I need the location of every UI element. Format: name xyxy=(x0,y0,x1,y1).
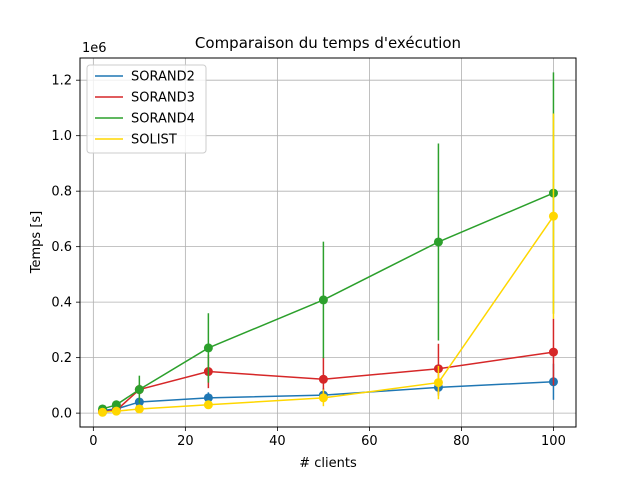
data-point xyxy=(548,347,558,357)
data-point xyxy=(203,343,213,353)
x-tick-label: 60 xyxy=(361,434,378,449)
data-point xyxy=(98,407,108,417)
data-point xyxy=(433,237,443,247)
y-tick-label: 0.6 xyxy=(51,240,72,255)
series-line xyxy=(102,192,554,410)
series-sorand3 xyxy=(98,318,558,417)
data-point xyxy=(548,211,558,221)
series-line xyxy=(102,215,555,414)
x-tick-label: 100 xyxy=(541,434,566,449)
data-point xyxy=(318,295,328,305)
data-point xyxy=(318,393,328,403)
y-offset-label: 1e6 xyxy=(82,41,107,56)
series-solist xyxy=(98,113,558,417)
chart-title: Comparaison du temps d'exécution xyxy=(195,34,461,52)
legend-label: SOLIST xyxy=(131,133,177,148)
y-tick-label: 1.2 xyxy=(51,74,72,89)
legend-label: SORAND2 xyxy=(131,70,195,85)
x-tick-label: 40 xyxy=(269,434,286,449)
data-point xyxy=(318,374,328,384)
data-point xyxy=(111,400,121,410)
y-tick-label: 1.0 xyxy=(51,129,72,144)
legend-label: SORAND3 xyxy=(131,91,195,106)
x-tick-label: 80 xyxy=(453,434,470,449)
series-line xyxy=(102,351,554,413)
data-point xyxy=(111,406,121,416)
y-axis-label: Temps [s] xyxy=(29,211,44,274)
data-point xyxy=(134,385,144,395)
x-tick-label: 20 xyxy=(177,434,194,449)
data-point xyxy=(203,393,213,403)
data-point xyxy=(134,404,144,414)
plot-frame xyxy=(79,57,577,428)
x-ticks: 0 20 40 60 80 100 xyxy=(89,427,566,449)
y-tick-label: 0.2 xyxy=(51,351,72,366)
legend-box xyxy=(86,64,207,154)
data-point xyxy=(203,400,213,410)
y-tick-label: 0.4 xyxy=(51,296,72,311)
legend: SORAND2 SORAND3 SORAND4 SOLIST xyxy=(86,64,207,154)
series-line xyxy=(102,381,554,412)
series-layer xyxy=(98,72,558,417)
x-axis-label: # clients xyxy=(299,456,357,471)
legend-label: SORAND4 xyxy=(131,112,195,127)
y-tick-label: 0.8 xyxy=(51,185,72,200)
x-tick-label: 0 xyxy=(89,434,97,449)
data-point xyxy=(433,378,443,388)
y-ticks: 0.0 0.2 0.4 0.6 0.8 1.0 1.2 xyxy=(51,74,80,422)
y-tick-label: 0.0 xyxy=(51,407,72,422)
